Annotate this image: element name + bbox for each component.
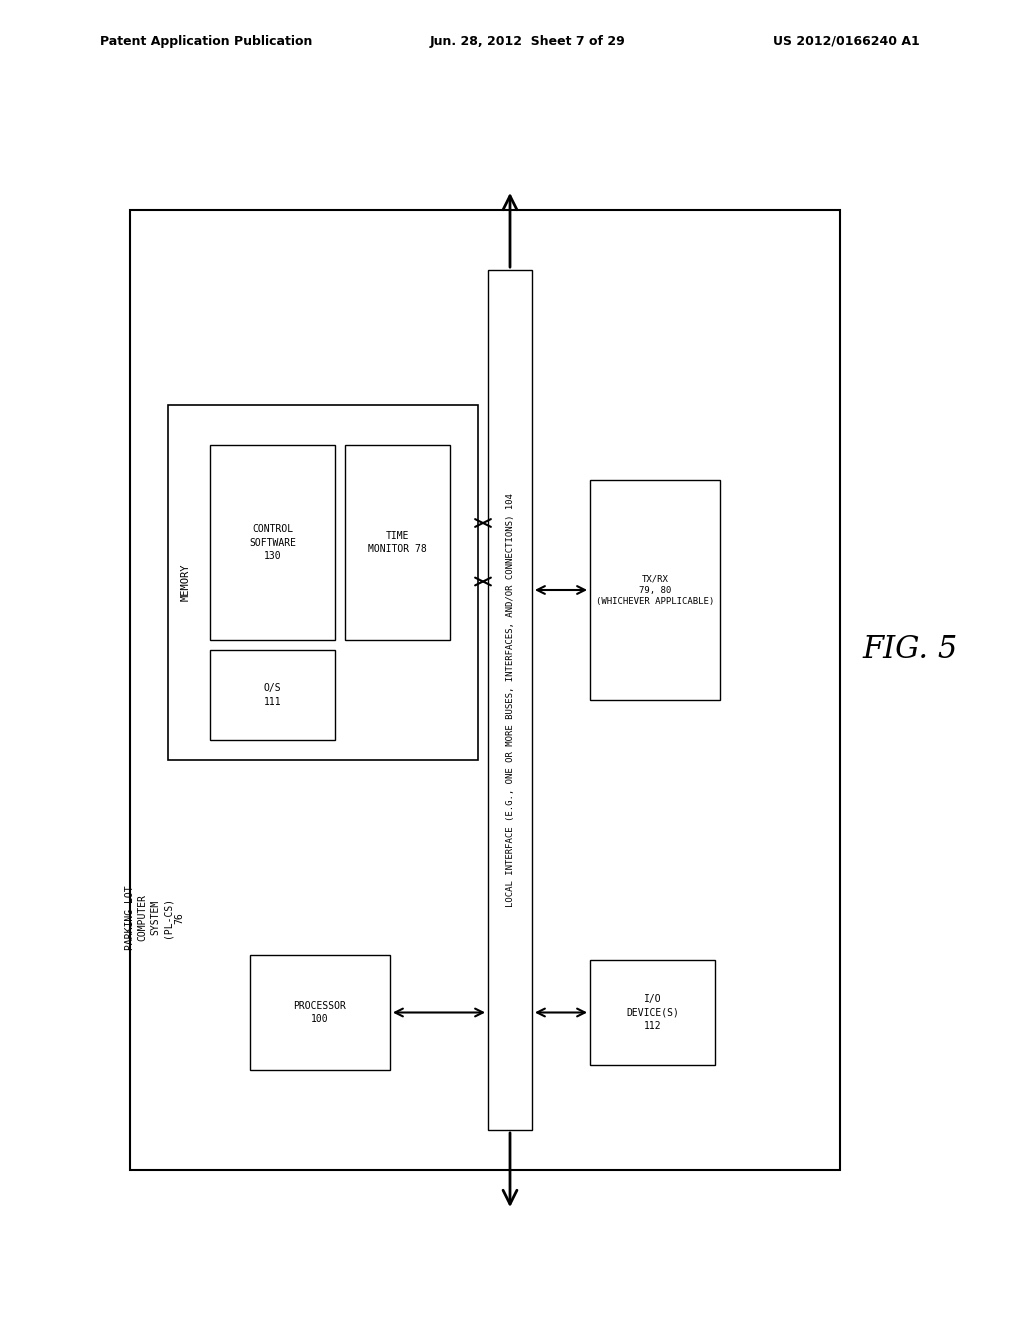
Bar — [345, 445, 450, 640]
Text: FIG. 5: FIG. 5 — [862, 635, 957, 665]
Bar — [130, 210, 840, 1170]
Text: TX/RX
79, 80
(WHICHEVER APPLICABLE): TX/RX 79, 80 (WHICHEVER APPLICABLE) — [596, 574, 714, 606]
Bar — [168, 405, 478, 760]
Bar — [210, 649, 335, 741]
Text: TIME
MONITOR 78: TIME MONITOR 78 — [368, 531, 427, 554]
Text: O/S
111: O/S 111 — [264, 684, 282, 706]
Text: Patent Application Publication: Patent Application Publication — [100, 36, 312, 48]
Text: CONTROL
SOFTWARE
130: CONTROL SOFTWARE 130 — [249, 524, 296, 561]
Bar — [210, 445, 335, 640]
Text: LOCAL INTERFACE (E.G., ONE OR MORE BUSES, INTERFACES, AND/OR CONNECTIONS) 104: LOCAL INTERFACE (E.G., ONE OR MORE BUSES… — [506, 494, 514, 907]
Text: US 2012/0166240 A1: US 2012/0166240 A1 — [773, 36, 920, 48]
Bar — [590, 960, 715, 1065]
Text: MEMORY: MEMORY — [181, 564, 191, 601]
Text: PROCESSOR
100: PROCESSOR 100 — [294, 1001, 346, 1024]
Bar — [590, 480, 720, 700]
Bar — [488, 271, 532, 1130]
Text: I/O
DEVICE(S)
112: I/O DEVICE(S) 112 — [626, 994, 679, 1031]
Bar — [250, 954, 390, 1071]
Text: Jun. 28, 2012  Sheet 7 of 29: Jun. 28, 2012 Sheet 7 of 29 — [430, 36, 626, 48]
Text: PARKING LOT
COMPUTER
SYSTEM
(PL-CS)
76: PARKING LOT COMPUTER SYSTEM (PL-CS) 76 — [125, 886, 184, 950]
